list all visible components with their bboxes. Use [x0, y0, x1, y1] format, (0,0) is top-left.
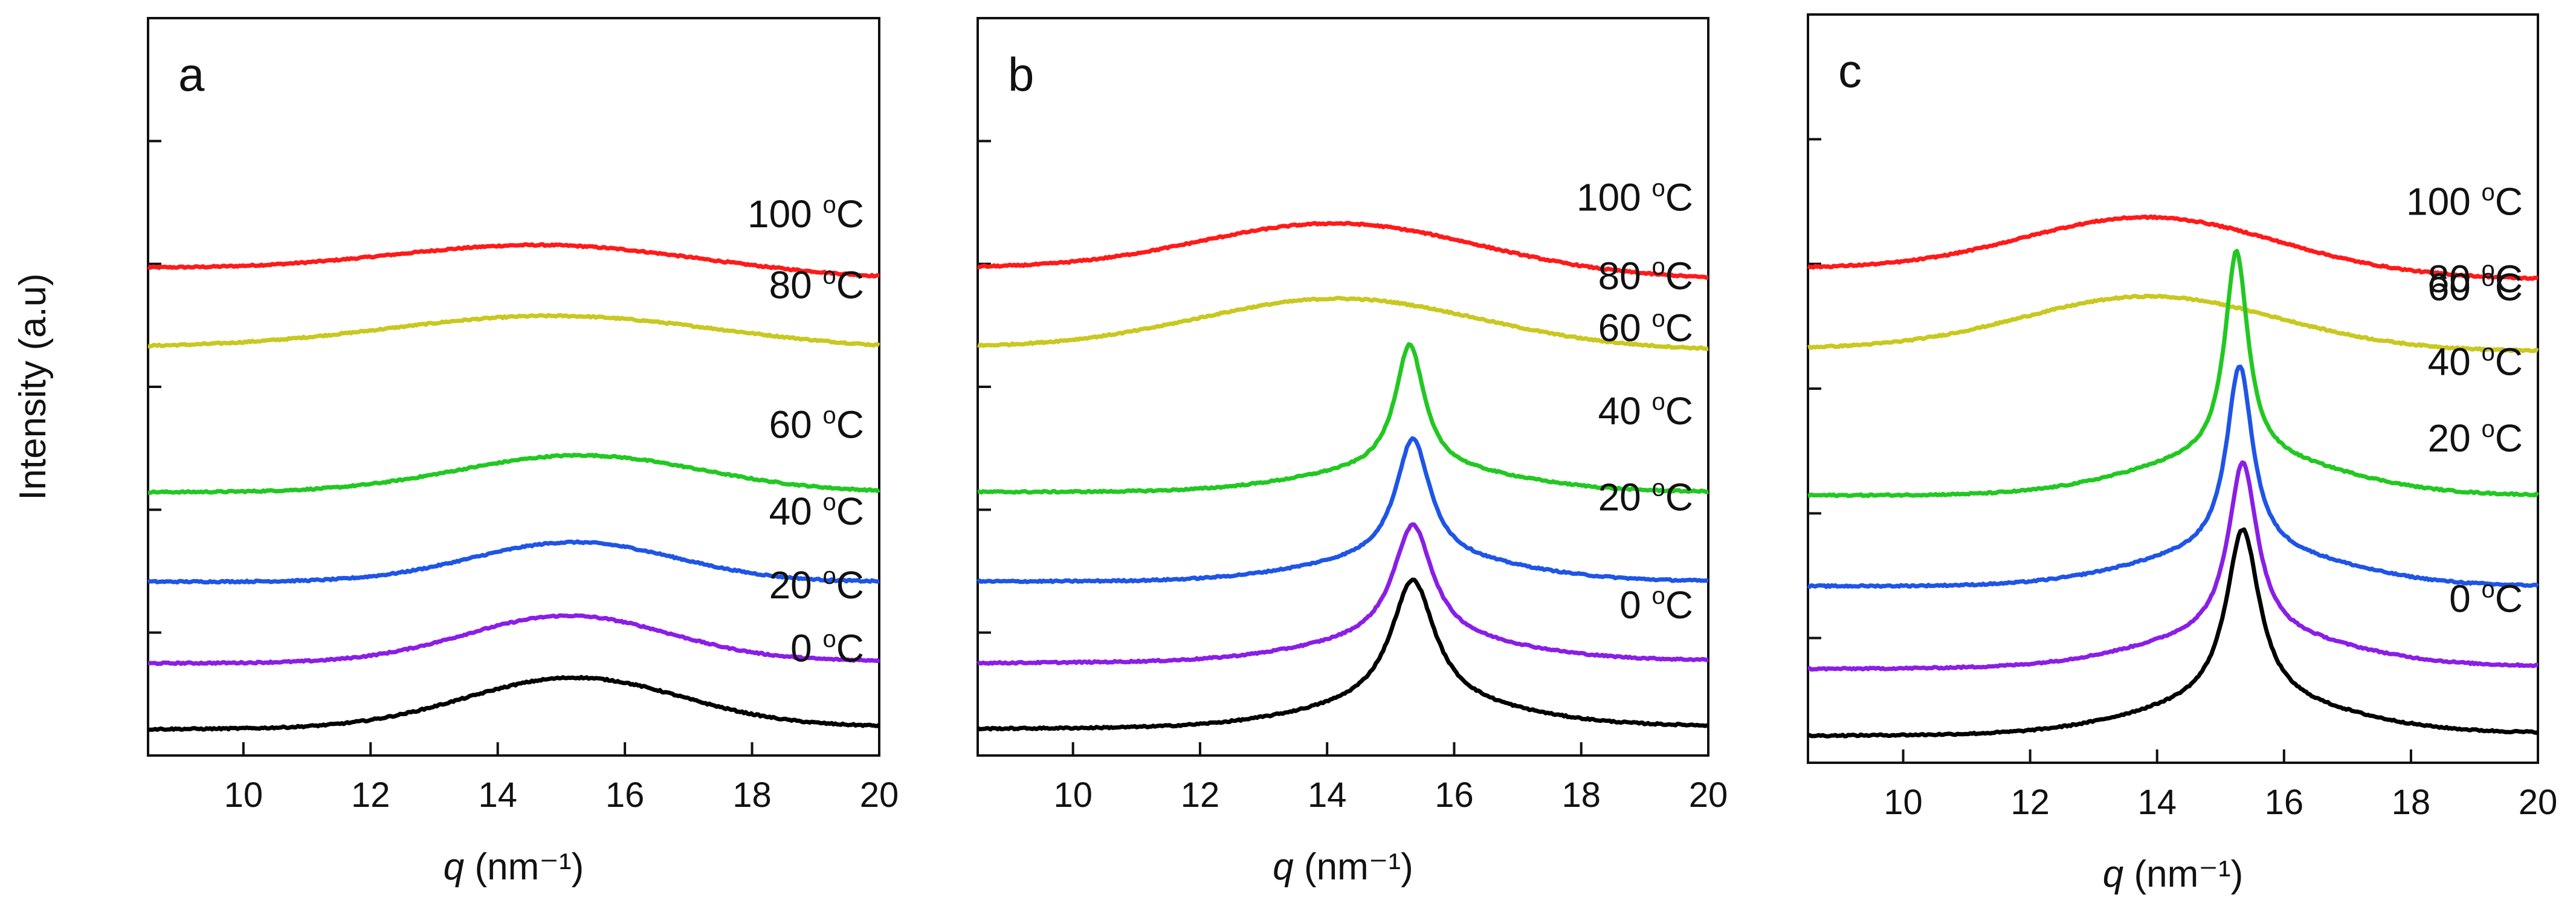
series-label-40: 40 oC [2428, 339, 2523, 383]
series-line-20 [147, 613, 881, 666]
x-tick-label: 20 [860, 775, 899, 815]
chart-panel-a: a 10 12 14 16 18 20 q (nm⁻¹) 100 oC 80 oC 60 oC 40 … [147, 17, 899, 888]
series-line-100 [147, 242, 880, 279]
series-line-20 [976, 522, 1709, 666]
series-line-0 [1807, 527, 2539, 739]
series-line-60 [1807, 248, 2539, 499]
series-label-60: 60 oC [2428, 265, 2523, 309]
x-axis-label: q (nm⁻¹) [1273, 846, 1413, 888]
x-tick-label: 20 [1689, 775, 1728, 815]
series-label-80: 80 oC [769, 262, 864, 306]
x-tick-label: 10 [1053, 775, 1093, 815]
x-tick-label: 14 [478, 775, 517, 815]
series-label-80: 80 oC [1598, 253, 1693, 297]
series-label-100: 100 oC [1577, 175, 1693, 219]
x-tick-label: 12 [351, 775, 390, 815]
series-label-40: 40 oC [1598, 389, 1693, 433]
series-label-0: 0 oC [1619, 583, 1693, 627]
plot-frame [147, 17, 880, 757]
plot-frame [1807, 13, 2539, 764]
x-tick-label: 12 [1181, 775, 1220, 815]
series-label-20: 20 oC [2428, 416, 2523, 460]
series-line-60 [147, 452, 881, 495]
x-tick-label: 18 [732, 775, 772, 815]
series-label-20: 20 oC [1598, 474, 1693, 519]
series-line-80 [1807, 293, 2539, 354]
x-tick-label: 14 [1308, 775, 1347, 815]
x-axis-label: q (nm⁻¹) [444, 846, 584, 888]
series-label-20: 20 oC [769, 563, 864, 607]
series-label-0: 0 oC [2449, 576, 2523, 620]
series-label-40: 40 oC [769, 489, 864, 533]
x-tick-label: 18 [1561, 775, 1601, 815]
series-label-100: 100 oC [2406, 180, 2523, 224]
chart-panel-b: b 10 12 14 16 18 20 q (nm⁻¹) 100 oC 80 oC 60 oC 40 … [976, 17, 1728, 888]
x-tick-label: 10 [224, 775, 263, 815]
series-line-80 [977, 296, 1709, 351]
plot-frame [976, 17, 1709, 757]
series-line-100 [1807, 214, 2539, 281]
x-tick-label: 16 [605, 775, 645, 815]
series-label-60: 60 oC [1598, 305, 1693, 349]
panel-letter: a [178, 48, 205, 101]
series-label-100: 100 oC [747, 192, 864, 236]
series-line-60 [977, 342, 1709, 495]
series-line-100 [976, 221, 1709, 280]
panel-letter: c [1838, 44, 1862, 97]
series-line-0 [976, 577, 1709, 732]
series-line-20 [1807, 460, 2539, 672]
x-tick-label: 16 [1435, 775, 1474, 815]
x-tick-label: 10 [1884, 783, 1923, 822]
series-line-40 [976, 436, 1709, 584]
series-label-0: 0 oC [790, 626, 864, 670]
series-line-40 [147, 539, 880, 585]
x-axis-label: q (nm⁻¹) [2103, 853, 2244, 895]
x-tick-label: 14 [2137, 783, 2177, 822]
panel-letter: b [1008, 48, 1034, 101]
x-tick-label: 20 [2519, 783, 2558, 822]
series-label-60: 60 oC [769, 402, 864, 446]
series-label-80: 80 oC [2428, 256, 2523, 300]
series-line-40 [1807, 364, 2539, 589]
x-tick-label: 18 [2392, 783, 2431, 822]
series-line-80 [147, 312, 880, 349]
series-line-0 [147, 675, 880, 732]
x-tick-label: 16 [2265, 783, 2304, 822]
x-tick-label: 12 [2010, 783, 2050, 822]
y-axis-label: Intensity (a.u) [12, 273, 54, 500]
